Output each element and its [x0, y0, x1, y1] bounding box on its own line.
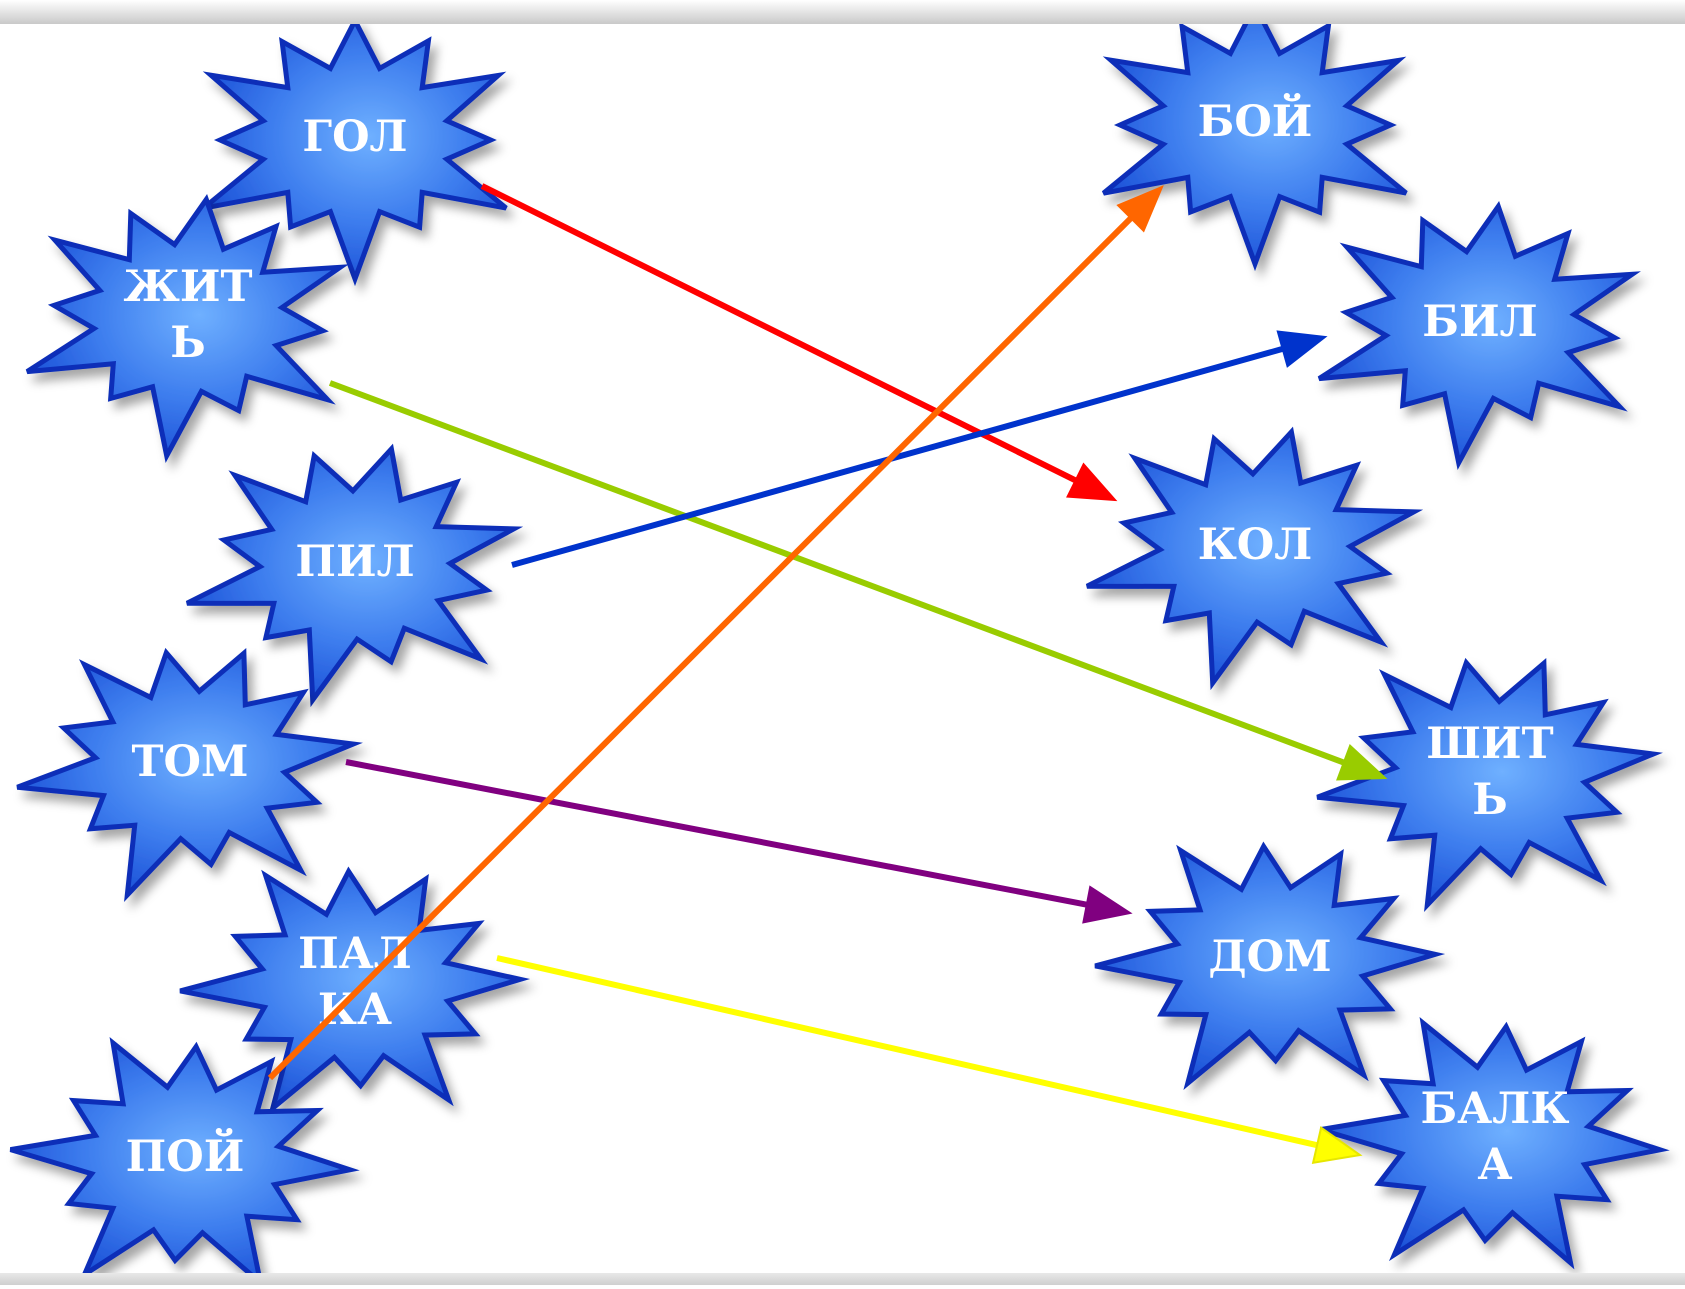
arrow-line	[267, 215, 1134, 1081]
word-star-shit: ШИТ Ь	[1316, 657, 1663, 912]
star-shape	[25, 194, 349, 464]
star-shape	[1085, 426, 1424, 691]
arrow-head	[1116, 185, 1164, 233]
word-star-balka: БАЛК А	[1319, 1017, 1670, 1270]
arrow-3	[345, 759, 1133, 924]
word-star-zhit: ЖИТ Ь	[25, 194, 349, 464]
arrow-4	[496, 955, 1363, 1165]
arrow-head	[1066, 462, 1118, 502]
arrow-head	[1336, 743, 1388, 781]
word-star-kol: КОЛ	[1085, 426, 1424, 691]
word-star-boy: БОЙ	[1101, 0, 1408, 272]
word-label-balka-line-2: А	[1477, 1140, 1512, 1190]
star-shape	[1094, 841, 1446, 1090]
word-label-balka-line-1: БАЛК	[1421, 1084, 1570, 1134]
word-label-bil-line-1: БИЛ	[1422, 297, 1537, 347]
word-label-shit-line-1: ШИТ	[1426, 719, 1553, 769]
word-star-dom: ДОМ	[1094, 841, 1446, 1090]
arrow-head	[1311, 1126, 1363, 1165]
word-star-gol: ГОЛ	[201, 15, 508, 287]
word-label-pil-line-1: ПИЛ	[295, 537, 414, 587]
slide-bottom-border	[0, 1273, 1685, 1285]
star-shape	[1317, 201, 1641, 471]
word-label-zhit-line-1: ЖИТ	[123, 262, 252, 312]
arrow-head	[1082, 885, 1133, 924]
star-shape	[1319, 1017, 1670, 1270]
star-shape	[1316, 657, 1663, 912]
arrow-head	[1276, 330, 1328, 368]
slide-top-border	[0, 0, 1685, 24]
word-label-poy-line-1: ПОЙ	[126, 1128, 245, 1182]
word-star-pil: ПИЛ	[185, 443, 524, 708]
word-label-dom-line-1: ДОМ	[1208, 932, 1331, 982]
star-shape	[179, 866, 531, 1115]
arrow-0	[480, 183, 1118, 502]
word-label-zhit-line-2: Ь	[170, 318, 205, 368]
word-star-tom: ТОМ	[16, 647, 363, 902]
word-label-tom-line-1: ТОМ	[131, 737, 248, 787]
word-star-bil: БИЛ	[1317, 201, 1641, 471]
arrow-1	[328, 380, 1388, 781]
star-shape	[16, 647, 363, 902]
word-label-gol-line-1: ГОЛ	[302, 112, 407, 162]
arrow-5	[267, 185, 1164, 1081]
arrow-line	[345, 759, 1088, 908]
star-shape	[1101, 0, 1408, 272]
word-label-kol-line-1: КОЛ	[1198, 520, 1313, 570]
star-shape	[201, 15, 508, 287]
star-shape	[185, 443, 524, 708]
arrow-line	[496, 955, 1318, 1149]
arrow-line	[328, 380, 1345, 766]
connection-arrows	[267, 183, 1388, 1165]
arrow-line	[511, 346, 1284, 568]
word-label-shit-line-2: Ь	[1472, 775, 1507, 825]
word-star-poy: ПОЙ	[9, 1037, 360, 1289]
word-label-boy-line-1: БОЙ	[1198, 93, 1313, 147]
arrow-2	[511, 330, 1328, 568]
arrow-line	[480, 183, 1077, 484]
